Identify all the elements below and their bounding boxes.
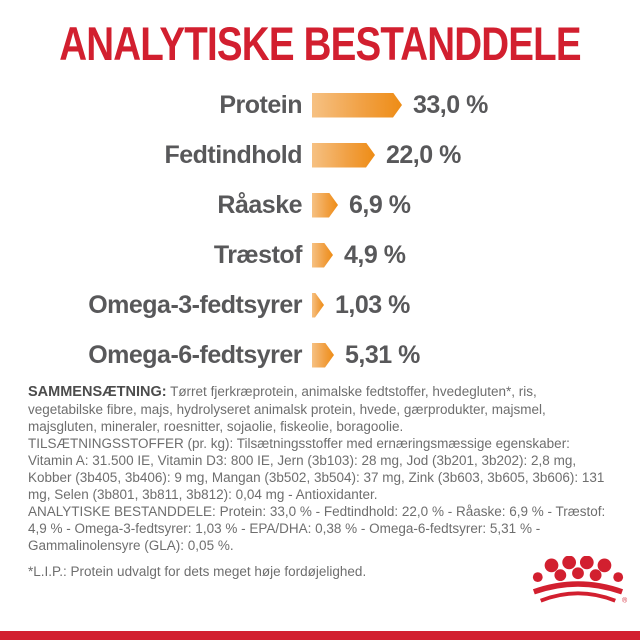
- chart-row-label: Omega-6-fedtsyrer: [88, 340, 302, 369]
- chart-row: Protein 33,0 %: [0, 80, 640, 130]
- royal-canin-crown-logo: ®: [532, 556, 627, 605]
- chart-row-value: 5,31 %: [345, 340, 420, 369]
- value-arrow-bar: [312, 243, 333, 268]
- value-arrow-bar: [312, 143, 375, 168]
- chart-row-value: 4,9 %: [344, 240, 406, 269]
- composition-text: Tørret fjerkræprotein, animalske fedtsto…: [28, 384, 546, 434]
- composition-paragraph: SAMMENSÆTNING: Tørret fjerkræprotein, an…: [28, 383, 614, 435]
- chart-row-label: Træstof: [213, 240, 303, 269]
- value-arrow-bar: [312, 193, 338, 218]
- analytical-heading: ANALYTISKE BESTANDDELE:: [28, 504, 216, 519]
- chart-row-value: 6,9 %: [349, 190, 411, 219]
- additives-text: Tilsætningsstoffer med ernæringsmæssige …: [28, 436, 605, 502]
- lip-footnote: *L.I.P.: Protein udvalgt for dets meget …: [28, 564, 367, 579]
- registered-trademark-symbol: ®: [622, 597, 627, 605]
- chart-row-value: 22,0 %: [386, 140, 461, 169]
- label-text-block: SAMMENSÆTNING: Tørret fjerkræprotein, an…: [28, 383, 614, 580]
- crown-band-arcs: [532, 581, 624, 603]
- crown-dots: [532, 556, 624, 583]
- chart-row-label: Omega-3-fedtsyrer: [88, 290, 302, 319]
- chart-row-label: Protein: [219, 90, 302, 119]
- value-arrow-bar: [312, 343, 334, 368]
- page-title: ANALYTISKE BESTANDDELE: [59, 17, 581, 70]
- bottom-red-bar: [0, 631, 640, 640]
- chart-row-label: Råaske: [217, 190, 302, 219]
- chart-row: Træstof 4,9 %: [0, 230, 640, 280]
- analytical-constituents-chart: Protein 33,0 % Fedtindhold 22,0 % Råaske…: [0, 80, 640, 380]
- chart-row: Omega-3-fedtsyrer 1,03 %: [0, 280, 640, 330]
- chart-row: Omega-6-fedtsyrer 5,31 %: [0, 330, 640, 380]
- analytical-text: Protein: 33,0 % - Fedtindhold: 22,0 % - …: [28, 504, 606, 553]
- additives-paragraph: TILSÆTNINGSSTOFFER (pr. kg): Tilsætnings…: [28, 435, 614, 503]
- chart-row: Råaske 6,9 %: [0, 180, 640, 230]
- analytical-paragraph: ANALYTISKE BESTANDDELE: Protein: 33,0 % …: [28, 503, 614, 554]
- value-arrow-bar: [312, 293, 324, 318]
- value-arrow-bar: [312, 93, 402, 118]
- chart-row: Fedtindhold 22,0 %: [0, 130, 640, 180]
- chart-row-label: Fedtindhold: [164, 140, 302, 169]
- chart-row-value: 33,0 %: [413, 90, 488, 119]
- chart-row-value: 1,03 %: [335, 290, 410, 319]
- additives-heading: TILSÆTNINGSSTOFFER (pr. kg):: [28, 436, 234, 451]
- composition-heading: SAMMENSÆTNING:: [28, 384, 167, 400]
